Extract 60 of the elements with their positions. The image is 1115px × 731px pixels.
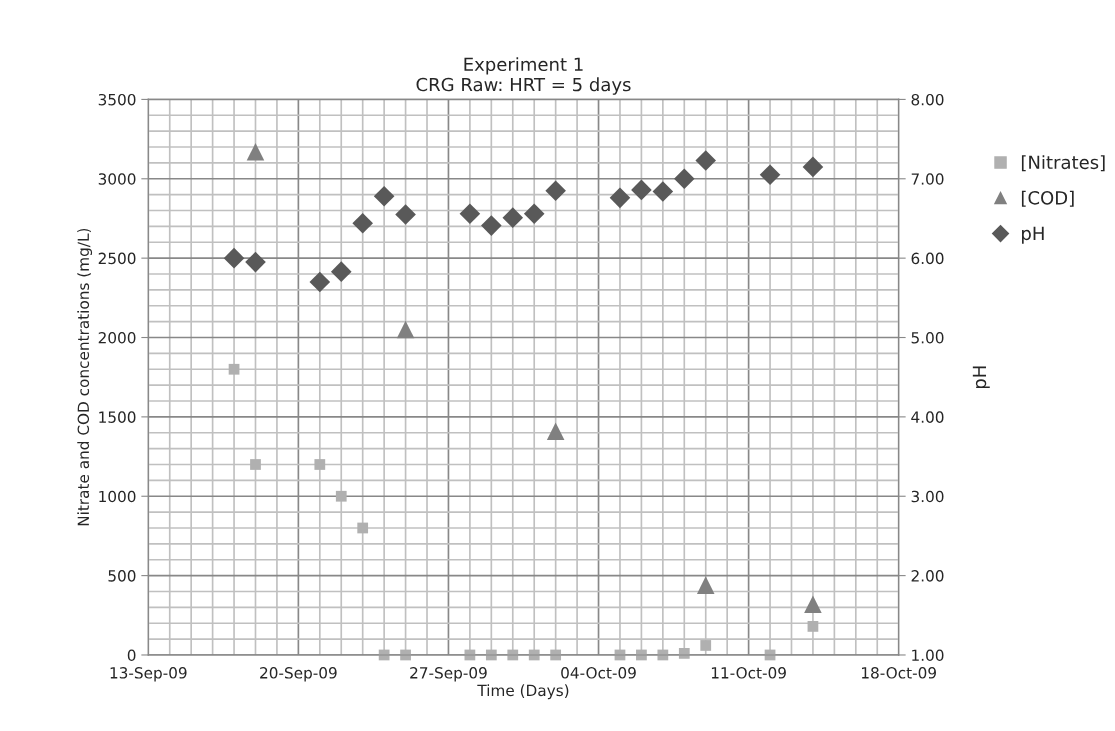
point xyxy=(759,164,781,186)
y-tick-label: 2000 xyxy=(98,331,136,344)
y-tick-label: 1500 xyxy=(99,411,136,423)
point xyxy=(352,212,373,234)
y2-tick-label: 2.00 xyxy=(911,570,944,582)
point xyxy=(330,261,352,282)
y2-tick-label: 8.00 xyxy=(911,93,944,106)
legend-label: pH xyxy=(1022,226,1044,244)
point xyxy=(250,459,261,470)
y2-axis-title: pH xyxy=(972,366,990,389)
point xyxy=(396,320,415,339)
point xyxy=(700,640,712,651)
x-tick-label: 18-Oct-09 xyxy=(862,667,936,679)
y-tick-label: 500 xyxy=(108,570,136,582)
x-tick-label: 13-Sep-09 xyxy=(110,667,187,682)
point xyxy=(545,180,566,201)
point xyxy=(373,185,395,207)
y2-tick-label: 7.00 xyxy=(911,173,944,185)
point xyxy=(228,363,240,375)
point xyxy=(395,204,416,225)
point xyxy=(357,522,369,534)
point xyxy=(807,621,819,632)
x-tick-label: 20-Sep-09 xyxy=(260,667,337,682)
y2-tick-label: 6.00 xyxy=(911,252,944,265)
point xyxy=(223,247,245,269)
chart-title: Experiment 1 CRG Raw: HRT = 5 days xyxy=(416,57,631,95)
legend-label: [COD] xyxy=(1021,190,1074,207)
y2-tick-label: 4.00 xyxy=(911,411,944,423)
point xyxy=(695,150,717,171)
point xyxy=(609,187,631,209)
y-tick-label: 3000 xyxy=(98,173,136,185)
point xyxy=(523,203,545,224)
x-axis-title: Time (Days) xyxy=(477,684,569,700)
point xyxy=(309,271,331,293)
point xyxy=(314,459,326,470)
point xyxy=(335,490,347,502)
point xyxy=(696,576,715,594)
point xyxy=(652,181,674,202)
point xyxy=(804,595,822,613)
x-tick-label: 04-Oct-09 xyxy=(561,667,636,679)
y-tick-label: 3500 xyxy=(98,93,136,106)
y-tick-label: 1000 xyxy=(99,490,136,503)
point xyxy=(546,422,565,440)
point xyxy=(245,251,266,273)
x-tick-label: 27-Sep-09 xyxy=(410,667,487,682)
point xyxy=(246,143,265,161)
x-tick-label: 11-Oct-09 xyxy=(711,667,786,679)
y2-tick-label: 1.00 xyxy=(912,649,944,661)
point xyxy=(673,168,695,190)
point xyxy=(802,156,824,178)
y-axis-title: Nitrate and COD concentrations (mg/L) xyxy=(77,228,93,526)
point xyxy=(459,203,481,224)
point xyxy=(481,215,502,236)
y-tick-label: 2500 xyxy=(98,252,136,265)
y2-tick-label: 3.00 xyxy=(911,490,944,503)
y2-tick-label: 5.00 xyxy=(911,331,944,344)
legend-label: [Nitrates] xyxy=(1021,155,1105,172)
point xyxy=(631,179,652,201)
point xyxy=(502,207,524,228)
y-tick-label: 0 xyxy=(127,649,136,661)
